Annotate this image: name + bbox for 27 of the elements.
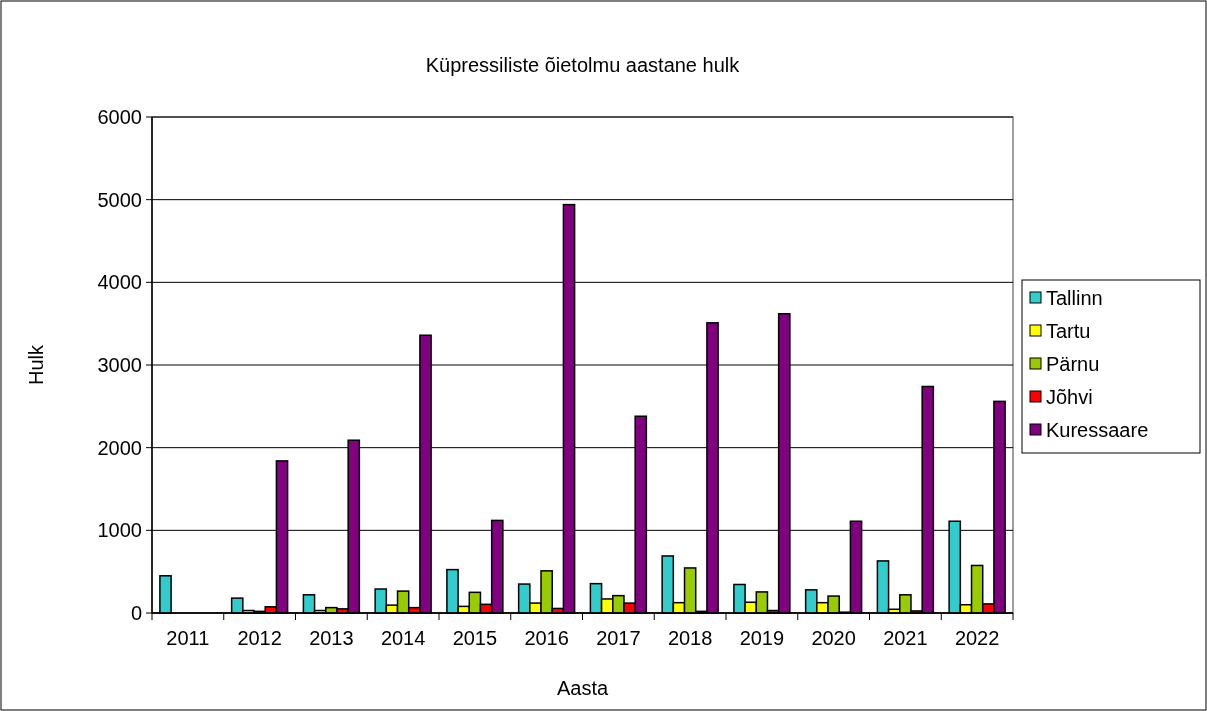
x-tick-label: 2013 bbox=[309, 627, 354, 649]
x-tick-label: 2015 bbox=[452, 627, 498, 649]
y-tick-label: 4000 bbox=[97, 271, 142, 294]
y-tick-label: 3000 bbox=[97, 354, 142, 376]
legend-label: Kuressaare bbox=[1046, 419, 1149, 441]
x-axis-title: Aasta bbox=[556, 677, 609, 699]
x-tick-label: 2020 bbox=[811, 627, 856, 649]
legend-label: Tartu bbox=[1046, 320, 1091, 342]
x-tick-label: 2012 bbox=[237, 627, 282, 649]
y-tick-label: 6000 bbox=[97, 106, 142, 128]
y-tick-label: 2000 bbox=[97, 436, 142, 459]
legend-label: Tallinn bbox=[1046, 287, 1103, 309]
x-tick-label: 2019 bbox=[739, 627, 785, 649]
y-tick-label: 1000 bbox=[97, 519, 142, 542]
y-axis-title: Hulk bbox=[25, 344, 47, 386]
x-tick-label: 2018 bbox=[667, 627, 713, 649]
x-tick-label: 2017 bbox=[596, 627, 641, 649]
x-tick-label: 2022 bbox=[954, 627, 1000, 649]
x-tick-label: 2011 bbox=[166, 627, 210, 649]
legend-label: Jõhvi bbox=[1046, 386, 1093, 408]
x-tick-label: 2014 bbox=[380, 627, 426, 649]
y-tick-label: 0 bbox=[130, 602, 142, 624]
legend-label: Pärnu bbox=[1046, 353, 1100, 375]
x-tick-label: 2021 bbox=[883, 627, 928, 649]
x-tick-label: 2016 bbox=[524, 627, 569, 649]
y-tick-label: 5000 bbox=[97, 188, 142, 211]
chart-title: Küpressiliste õietolmu aastane hulk bbox=[425, 54, 741, 76]
